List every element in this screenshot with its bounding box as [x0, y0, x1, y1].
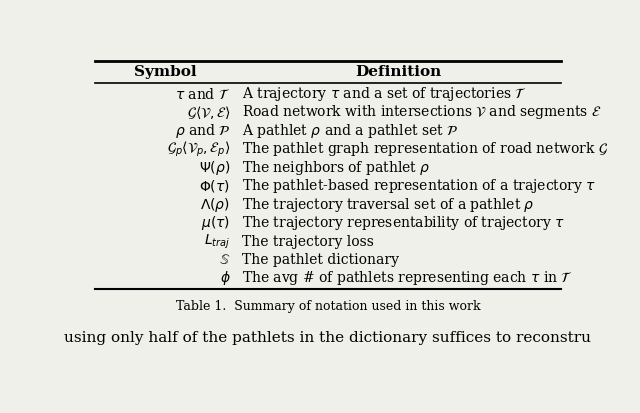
Text: $L_{traj}$: $L_{traj}$ — [204, 233, 230, 251]
Text: Symbol: Symbol — [134, 65, 197, 79]
Text: The pathlet dictionary: The pathlet dictionary — [242, 253, 399, 267]
Text: A pathlet $\rho$ and a pathlet set $\mathcal{P}$: A pathlet $\rho$ and a pathlet set $\mat… — [242, 122, 459, 140]
Text: $\tau$ and $\mathcal{T}$: $\tau$ and $\mathcal{T}$ — [175, 86, 230, 102]
Text: Road network with intersections $\mathcal{V}$ and segments $\mathcal{E}$: Road network with intersections $\mathca… — [242, 104, 602, 121]
Text: $\Psi(\rho)$: $\Psi(\rho)$ — [199, 159, 230, 177]
Text: $\mathbb{S}$: $\mathbb{S}$ — [219, 253, 230, 267]
Text: The avg # of pathlets representing each $\tau$ in $\mathcal{T}$: The avg # of pathlets representing each … — [242, 269, 573, 287]
Text: A trajectory $\tau$ and a set of trajectories $\mathcal{T}$: A trajectory $\tau$ and a set of traject… — [242, 85, 527, 103]
Text: Definition: Definition — [356, 65, 442, 79]
Text: The pathlet graph representation of road network $\mathcal{G}$: The pathlet graph representation of road… — [242, 140, 609, 158]
Text: The trajectory loss: The trajectory loss — [242, 235, 374, 249]
Text: $\phi$: $\phi$ — [220, 269, 230, 287]
Text: $\mathcal{G}\langle\mathcal{V}, \mathcal{E}\rangle$: $\mathcal{G}\langle\mathcal{V}, \mathcal… — [187, 104, 230, 121]
Text: $\Phi(\tau)$: $\Phi(\tau)$ — [200, 178, 230, 194]
Text: $\Lambda(\rho)$: $\Lambda(\rho)$ — [200, 196, 230, 214]
Text: using only half of the pathlets in the dictionary suffices to reconstru: using only half of the pathlets in the d… — [65, 331, 591, 345]
Text: The trajectory representability of trajectory $\tau$: The trajectory representability of traje… — [242, 214, 565, 232]
Text: $\rho$ and $\mathcal{P}$: $\rho$ and $\mathcal{P}$ — [175, 122, 230, 140]
Text: The trajectory traversal set of a pathlet $\rho$: The trajectory traversal set of a pathle… — [242, 196, 535, 214]
Text: The neighbors of pathlet $\rho$: The neighbors of pathlet $\rho$ — [242, 159, 431, 177]
Text: Table 1.  Summary of notation used in this work: Table 1. Summary of notation used in thi… — [176, 299, 480, 313]
Text: The pathlet-based representation of a trajectory $\tau$: The pathlet-based representation of a tr… — [242, 177, 596, 195]
Text: $\mathcal{G}_p\langle\mathcal{V}_p, \mathcal{E}_p\rangle$: $\mathcal{G}_p\langle\mathcal{V}_p, \mat… — [167, 140, 230, 159]
Text: $\mu(\tau)$: $\mu(\tau)$ — [202, 214, 230, 232]
